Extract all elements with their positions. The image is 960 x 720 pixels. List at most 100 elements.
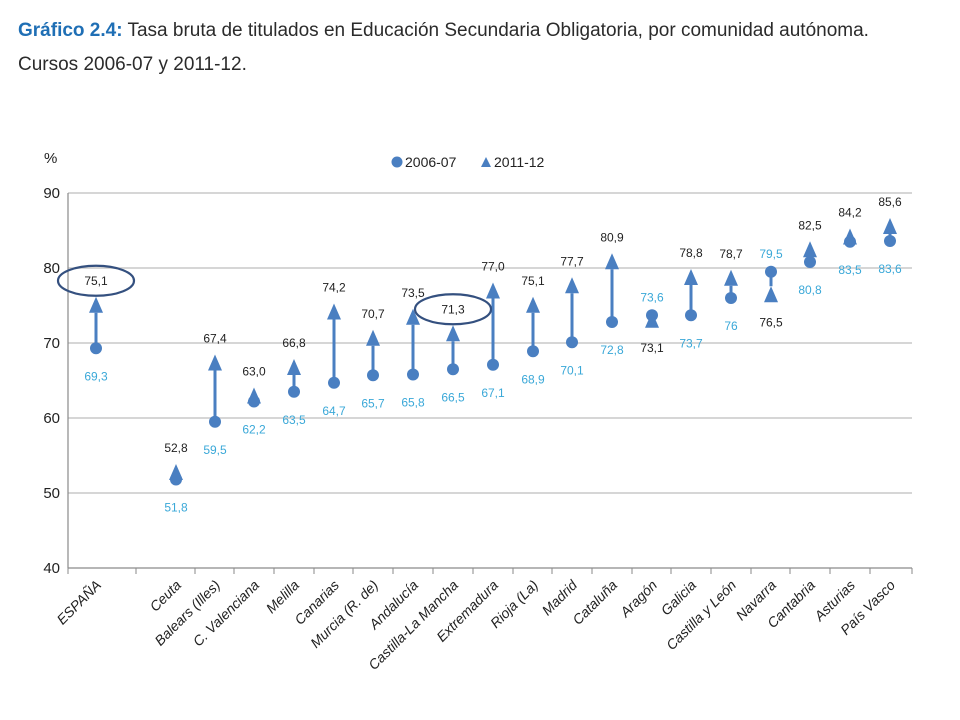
point-2011-12-andalucia: [406, 308, 420, 325]
x-category-label-cataluna: Cataluña: [569, 577, 620, 628]
label-2011-12-cataluna: 80,9: [600, 230, 624, 244]
point-2006-07-canarias: [328, 376, 340, 389]
point-2011-12-extremadura: [486, 282, 500, 299]
legend: 2006-07 2011-12: [391, 154, 545, 170]
legend-label-2011-12: 2011-12: [494, 154, 545, 170]
point-2011-12-castilla-y-leon: [724, 269, 738, 286]
label-2006-07-canarias: 64,7: [322, 404, 346, 418]
y-tick-label: 60: [43, 410, 60, 427]
legend-marker-2006-07: [391, 156, 403, 168]
label-2006-07-melilla: 63,5: [282, 413, 306, 427]
chart-title-text: Tasa bruta de titulados en Educación Sec…: [18, 20, 869, 75]
point-2006-07-pais-vasco: [884, 235, 896, 247]
y-tick-label: 80: [43, 260, 60, 277]
point-2011-12-asturias: [843, 228, 857, 245]
point-2011-12-galicia: [684, 269, 698, 285]
point-2006-07-cataluna: [606, 316, 618, 328]
label-2006-07-cantabria: 80,8: [798, 283, 822, 297]
x-category-label-aragon: Aragón: [616, 577, 660, 621]
label-2011-12-cantabria: 82,5: [798, 218, 822, 232]
label-2006-07-asturias: 83,5: [838, 263, 862, 277]
chart-title-lead: Gráfico 2.4:: [18, 20, 123, 41]
label-2011-12-asturias: 84,2: [838, 206, 862, 220]
y-axis-unit: %: [44, 150, 57, 167]
point-2006-07-galicia: [685, 309, 697, 322]
label-2011-12-galicia: 78,8: [679, 246, 703, 260]
x-category-label-espana: ESPAÑA: [53, 577, 104, 628]
x-category-label-murcia: Murcia (R. de): [307, 577, 381, 651]
point-2011-12-aragon: [645, 311, 659, 328]
y-tick-label: 70: [43, 335, 60, 352]
label-2006-07-espana: 69,3: [84, 369, 108, 383]
point-2011-12-espana: [89, 296, 103, 313]
label-2011-12-melilla: 66,8: [282, 336, 306, 350]
label-2011-12-rioja: 75,1: [521, 274, 545, 288]
point-2006-07-balears: [209, 415, 221, 428]
label-2011-12-castilla-la-mancha: 71,3: [441, 302, 465, 316]
y-tick-label: 50: [43, 485, 60, 502]
point-2006-07-madrid: [566, 336, 578, 349]
point-2011-12-pais-vasco: [883, 218, 897, 234]
highlight-ellipse-castilla-la-mancha: [413, 293, 493, 326]
label-2006-07-rioja: 68,9: [521, 372, 545, 386]
x-category-label-castilla-y-leon: Castilla y León: [663, 577, 739, 653]
label-2011-12-madrid: 77,7: [560, 254, 584, 268]
point-2011-12-balears: [208, 354, 222, 371]
legend-marker-2011-12: [481, 157, 491, 167]
point-2006-07-melilla: [288, 385, 300, 398]
label-2006-07-ceuta: 51,8: [164, 501, 188, 515]
point-2006-07-andalucia: [407, 368, 419, 381]
point-2011-12-navarra: [764, 286, 778, 303]
label-2011-12-balears: 67,4: [203, 332, 227, 346]
label-2006-07-madrid: 70,1: [560, 363, 584, 377]
label-2011-12-c-valenciana: 63,0: [242, 365, 266, 379]
label-2011-12-aragon: 73,1: [640, 341, 664, 355]
point-2006-07-cantabria: [804, 256, 816, 268]
highlight-ellipse-espana: [56, 264, 136, 297]
label-2011-12-andalucia: 73,5: [401, 286, 425, 300]
label-2006-07-extremadura: 67,1: [481, 386, 505, 400]
point-2011-12-murcia: [366, 329, 380, 346]
label-2006-07-c-valenciana: 62,2: [242, 423, 266, 437]
label-2006-07-murcia: 65,7: [361, 396, 385, 410]
label-2011-12-murcia: 70,7: [361, 307, 385, 321]
point-2011-12-cataluna: [605, 253, 619, 270]
point-2011-12-ceuta: [169, 464, 183, 480]
label-2006-07-andalucia: 65,8: [401, 396, 425, 410]
point-2006-07-murcia: [367, 369, 379, 382]
y-tick-label: 90: [43, 185, 60, 202]
label-2011-12-canarias: 74,2: [322, 281, 346, 295]
label-2006-07-galicia: 73,7: [679, 336, 703, 350]
point-2006-07-espana: [90, 342, 102, 355]
chart-title: Gráfico 2.4: Tasa bruta de titulados en …: [18, 14, 918, 82]
point-2011-12-castilla-la-mancha: [446, 325, 460, 342]
label-2011-12-ceuta: 52,8: [164, 441, 188, 455]
point-2011-12-c-valenciana: [247, 387, 261, 404]
label-2011-12-pais-vasco: 85,6: [878, 195, 902, 209]
label-2006-07-aragon: 73,6: [640, 290, 664, 304]
label-2006-07-castilla-y-leon: 76: [724, 319, 738, 333]
point-2006-07-castilla-la-mancha: [447, 363, 459, 376]
point-2006-07-rioja: [527, 345, 539, 358]
point-2011-12-madrid: [565, 277, 579, 294]
point-2006-07-navarra: [765, 265, 777, 278]
point-2011-12-rioja: [526, 296, 540, 313]
point-2011-12-cantabria: [803, 241, 817, 258]
label-2006-07-pais-vasco: 83,6: [878, 262, 902, 276]
label-2011-12-extremadura: 77,0: [481, 260, 505, 274]
label-2006-07-castilla-la-mancha: 66,5: [441, 390, 465, 404]
data-labels: 69,3 75,1 51,8 52,8 59,5 67,4 62,2 63,0 63,5 66,8…: [56, 195, 902, 515]
point-2006-07-castilla-y-leon: [725, 292, 737, 304]
label-2006-07-cataluna: 72,8: [600, 343, 624, 357]
point-2011-12-canarias: [327, 303, 341, 320]
grid: [68, 192, 912, 569]
y-tick-label: 40: [43, 560, 60, 577]
point-2011-12-melilla: [287, 359, 301, 375]
label-2011-12-navarra: 76,5: [759, 315, 783, 329]
point-2006-07-extremadura: [487, 358, 499, 371]
label-2006-07-balears: 59,5: [203, 443, 227, 457]
label-2006-07-navarra: 79,5: [759, 247, 783, 261]
label-2011-12-espana: 75,1: [84, 274, 108, 288]
